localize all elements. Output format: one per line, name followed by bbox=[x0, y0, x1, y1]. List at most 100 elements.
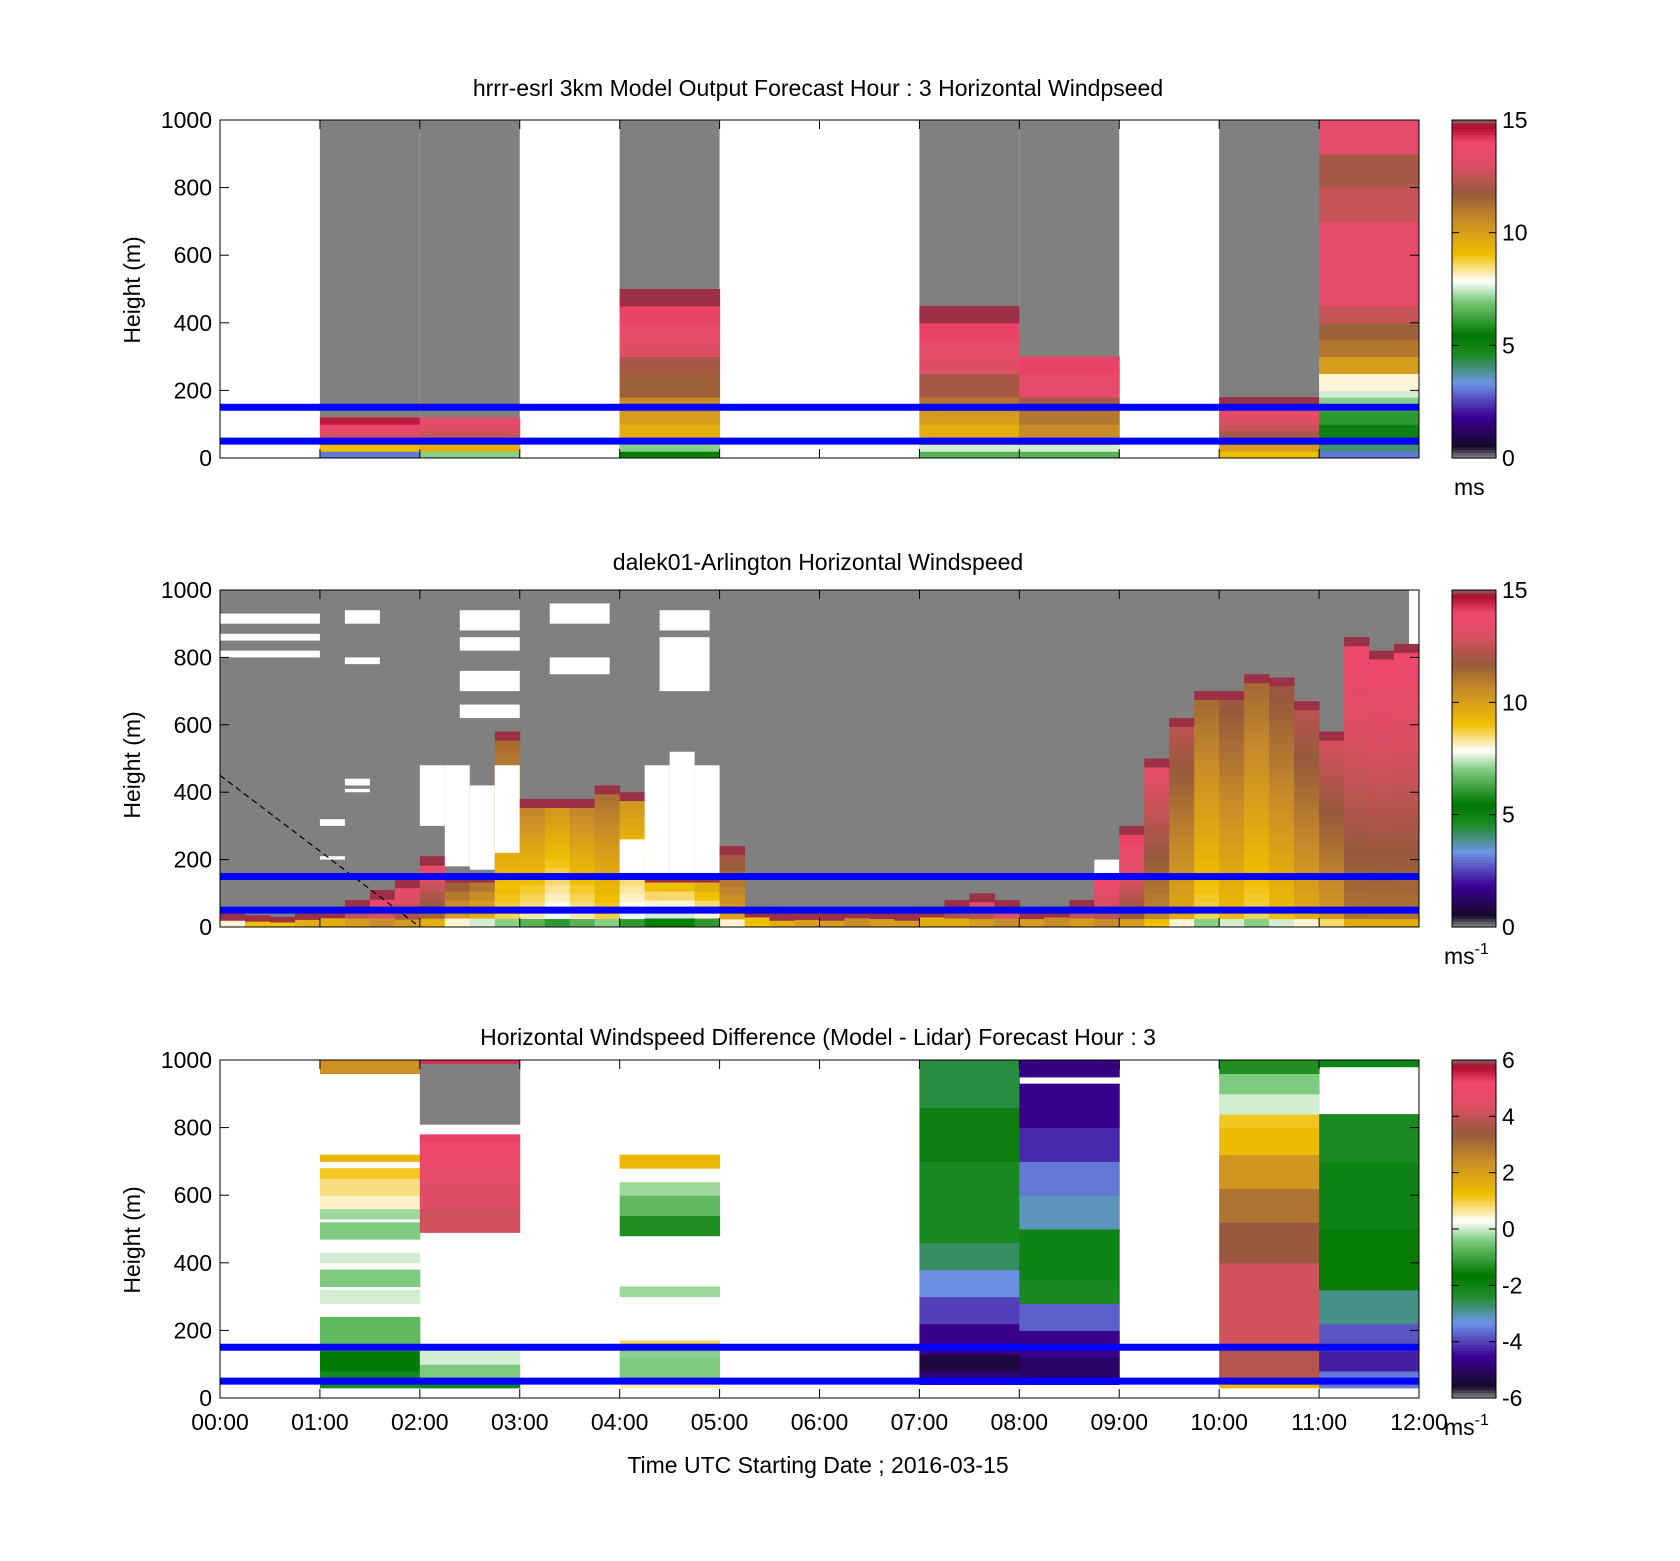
heatmap-cell bbox=[419, 918, 446, 927]
heatmap-cell bbox=[1369, 851, 1395, 861]
colorbar-swatch bbox=[1452, 755, 1496, 760]
heatmap-cell bbox=[319, 1195, 421, 1210]
heatmap-cell bbox=[1244, 884, 1270, 894]
heatmap-cell bbox=[1194, 800, 1220, 810]
heatmap-cell bbox=[1244, 918, 1270, 927]
colorbar-swatch bbox=[1452, 1296, 1496, 1301]
heatmap-cell bbox=[1144, 775, 1170, 785]
heatmap-cell bbox=[619, 834, 646, 844]
colorbar-swatch bbox=[1452, 184, 1496, 189]
colorbar-swatch bbox=[1452, 249, 1496, 253]
heatmap-cell bbox=[1194, 901, 1220, 911]
colorbar-tick-label: 0 bbox=[1502, 914, 1515, 940]
heatmap-cell bbox=[319, 1154, 421, 1162]
colorbar-swatch bbox=[1452, 207, 1496, 211]
heatmap-cell bbox=[1169, 860, 1195, 869]
heatmap-cell bbox=[669, 900, 696, 910]
heatmap-cell bbox=[1344, 790, 1370, 800]
colorbar-swatch bbox=[1452, 839, 1496, 844]
colorbar-swatch bbox=[1452, 1336, 1496, 1340]
heatmap-cell bbox=[1169, 768, 1195, 778]
heatmap-cell bbox=[1194, 868, 1220, 877]
heatmap-cell bbox=[519, 875, 546, 885]
colorbar-swatch bbox=[1452, 1350, 1496, 1354]
heatmap-cell bbox=[469, 900, 496, 910]
colorbar-tick-label: 10 bbox=[1502, 220, 1528, 246]
heatmap-cell bbox=[1344, 645, 1370, 655]
heatmap-cell bbox=[394, 879, 421, 889]
heatmap-cell bbox=[1344, 739, 1370, 749]
colorbar-swatch bbox=[1452, 1088, 1496, 1092]
heatmap-cell bbox=[544, 816, 571, 826]
colorbar-swatch bbox=[1452, 272, 1496, 276]
heatmap-cell bbox=[1194, 809, 1220, 818]
colorbar-swatch bbox=[1452, 1099, 1496, 1103]
heatmap-cell bbox=[319, 430, 421, 439]
colorbar-swatch bbox=[1452, 1062, 1496, 1067]
heatmap-cell bbox=[919, 424, 1020, 439]
colorbar-swatch bbox=[1452, 1124, 1496, 1129]
heatmap-cell bbox=[1119, 825, 1145, 835]
heatmap-cell bbox=[1294, 910, 1320, 920]
colorbar-swatch bbox=[1452, 446, 1496, 451]
panel-lidar: dalek01-Arlington Horizontal Windspeed 0… bbox=[119, 549, 1528, 969]
colorbar-swatch bbox=[1452, 1344, 1496, 1348]
heatmap-cell bbox=[1244, 859, 1270, 869]
x-tick-label: 02:00 bbox=[391, 1409, 449, 1435]
colorbar-swatch bbox=[1452, 1257, 1496, 1261]
heatmap-cell bbox=[419, 424, 521, 432]
colorbar-swatch bbox=[1452, 651, 1496, 656]
colorbar-tick-label: 2 bbox=[1502, 1160, 1515, 1186]
colorbar-swatch bbox=[1452, 620, 1496, 625]
heatmap-cell bbox=[1269, 893, 1295, 903]
heatmap-cell bbox=[319, 1168, 421, 1179]
colorbar-swatch bbox=[1452, 823, 1496, 827]
colorbar-swatch bbox=[1452, 893, 1496, 897]
heatmap-cell bbox=[1269, 877, 1295, 886]
heatmap-cell bbox=[394, 911, 421, 920]
heatmap-cell bbox=[919, 410, 1020, 425]
heatmap-cell bbox=[494, 918, 521, 927]
heatmap-cell bbox=[1244, 674, 1270, 684]
heatmap-cell bbox=[1244, 868, 1270, 877]
colorbar-tick-label: 0 bbox=[1502, 445, 1515, 471]
heatmap-cell bbox=[569, 901, 596, 911]
colorbar-swatch bbox=[1452, 311, 1496, 315]
no-data-band bbox=[344, 778, 370, 786]
colorbar-swatch bbox=[1452, 713, 1496, 717]
heatmap-cell bbox=[1269, 744, 1295, 753]
y-tick-label: 0 bbox=[199, 1385, 212, 1411]
y-tick-label: 200 bbox=[174, 377, 212, 403]
colorbar-swatch bbox=[1452, 654, 1496, 658]
heatmap-cell bbox=[569, 850, 596, 860]
heatmap-cell bbox=[1344, 782, 1370, 792]
heatmap-cell bbox=[220, 913, 246, 921]
x-tick-label: 05:00 bbox=[691, 1409, 749, 1435]
heatmap-cell bbox=[1194, 893, 1220, 903]
colorbar-swatch bbox=[1452, 1141, 1496, 1146]
colorbar-swatch bbox=[1452, 1223, 1496, 1227]
heatmap-cell bbox=[1019, 1229, 1120, 1281]
colorbar-swatch bbox=[1452, 1358, 1496, 1362]
heatmap-cell bbox=[1294, 717, 1320, 727]
colorbar-swatch bbox=[1452, 783, 1496, 788]
heatmap-cell bbox=[1269, 769, 1295, 778]
heatmap-cell bbox=[1394, 768, 1419, 778]
heatmap-plot: 0 200 400 600 800 1000 bbox=[161, 577, 1420, 940]
colorbar-swatch bbox=[1452, 738, 1496, 743]
colorbar-swatch bbox=[1452, 1316, 1496, 1320]
heatmap-cell bbox=[1319, 816, 1345, 826]
heatmap-cell bbox=[1344, 688, 1370, 698]
heatmap-cell bbox=[319, 1252, 421, 1264]
colorbar-swatch bbox=[1452, 918, 1496, 922]
colorbar-swatch bbox=[1452, 370, 1496, 375]
colorbar-swatch bbox=[1452, 263, 1496, 268]
colorbar-swatch bbox=[1452, 1251, 1496, 1255]
colorbar-swatch bbox=[1452, 1167, 1496, 1171]
heatmap-cell bbox=[469, 918, 496, 927]
heatmap-cell bbox=[1269, 843, 1295, 853]
colorbar-swatch bbox=[1452, 590, 1496, 594]
heatmap-cell bbox=[1094, 901, 1120, 911]
colorbar-swatch bbox=[1452, 404, 1496, 408]
